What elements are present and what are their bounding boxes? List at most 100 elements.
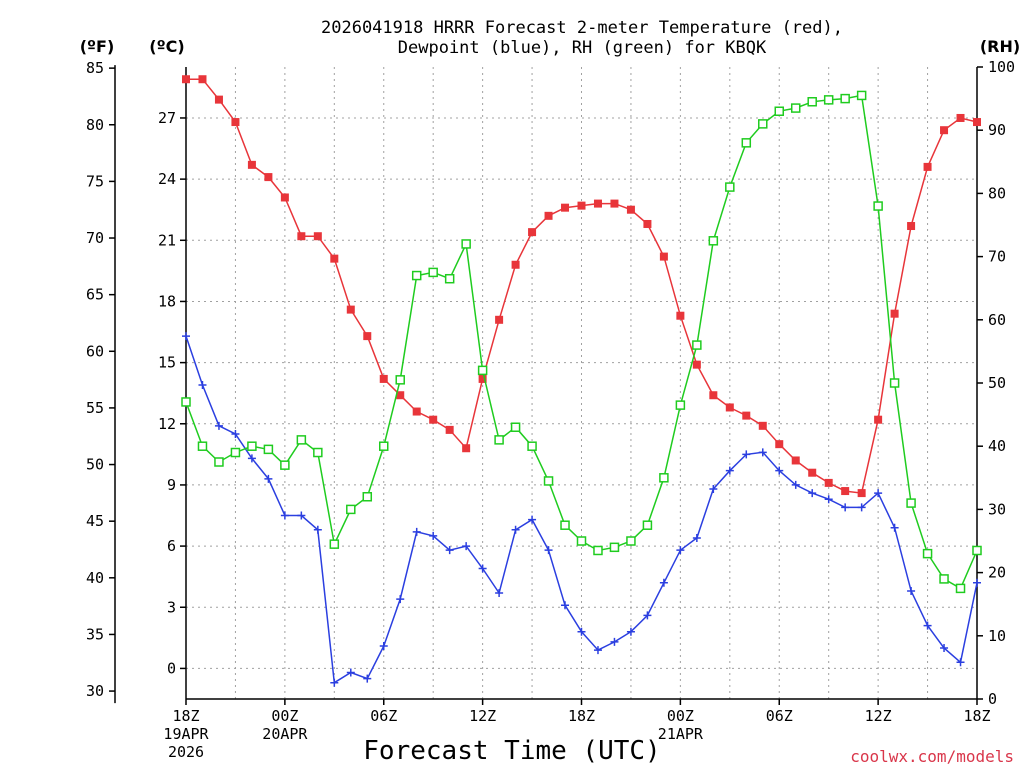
celsius-tick-label: 24 (158, 170, 176, 188)
temperature-point (231, 118, 240, 127)
temperature-point (561, 203, 570, 212)
rh-point (329, 539, 340, 549)
rh-tick-label: 80 (988, 184, 1006, 202)
temperature-line (186, 78, 978, 494)
celsius-tick-label: 3 (167, 598, 176, 616)
rh-point (411, 270, 422, 281)
dewpoint-point (495, 588, 504, 597)
rh-point (181, 397, 191, 407)
temperature-point (280, 193, 289, 202)
chart-title-line-2: Dewpoint (blue), RH (green) for KBQK (398, 38, 767, 58)
rh-point (642, 520, 653, 530)
dewpoint-point (280, 511, 289, 520)
fahrenheit-tick-label: 50 (86, 456, 104, 474)
rh-tick-label: 20 (988, 564, 1006, 582)
temperature-point (643, 219, 652, 228)
temperature-point (198, 75, 207, 84)
rh-point (197, 441, 208, 451)
rh-point (576, 536, 587, 546)
temperature-point (907, 222, 916, 231)
temperature-point (544, 211, 553, 220)
celsius-tick-label: 6 (167, 537, 176, 555)
temperature-point (297, 232, 306, 241)
dewpoint-point (297, 511, 306, 520)
dewpoint-point (874, 489, 883, 498)
temperature-point (956, 113, 965, 122)
x-tick-date-label: 19APR (163, 725, 209, 743)
temperature-point (346, 305, 355, 314)
temperature-point (824, 478, 833, 487)
rh-point (379, 441, 389, 451)
rh-point (280, 460, 290, 470)
rh-point (494, 435, 504, 445)
rh-point (527, 441, 537, 451)
rh-tick-label: 30 (988, 500, 1006, 518)
dewpoint-point (841, 503, 850, 512)
chart-title-line-1: 2026041918 HRRR Forecast 2-meter Tempera… (321, 18, 843, 38)
fahrenheit-tick-label: 35 (86, 625, 104, 643)
fahrenheit-tick-label: 65 (86, 286, 104, 304)
temperature-point (676, 311, 685, 320)
temperature-point (973, 118, 981, 127)
dewpoint-point (462, 542, 471, 551)
rh-point (939, 574, 949, 584)
rh-tick-label: 70 (988, 248, 1006, 266)
rh-point (346, 504, 356, 515)
x-axis-label: Forecast Time (UTC) (363, 736, 660, 766)
dewpoint-point (659, 578, 668, 587)
celsius-tick-label: 12 (158, 415, 176, 433)
rh-point (263, 444, 274, 455)
dewpoint-point (429, 531, 438, 540)
rh-point (972, 545, 982, 556)
fahrenheit-tick-label: 85 (86, 59, 104, 77)
rh-point (560, 520, 570, 530)
rh-point (444, 273, 455, 284)
temperature-point (758, 421, 767, 430)
rh-point (214, 457, 224, 467)
celsius-tick-label: 27 (158, 109, 176, 127)
x-tick-label: 06Z (370, 707, 397, 725)
rh-point (313, 447, 323, 458)
temperature-point (808, 468, 817, 477)
rh-point (626, 536, 636, 546)
rh-point (543, 476, 554, 486)
grid-layer (186, 67, 977, 699)
rh-point (741, 138, 752, 148)
rh-tick-label: 100 (988, 58, 1015, 76)
temperature-point (214, 95, 223, 104)
series-layer (181, 75, 982, 687)
dewpoint-point (626, 627, 635, 636)
celsius-tick-label: 18 (158, 292, 176, 310)
rh-point (675, 400, 686, 410)
rh-tick-label: 10 (988, 627, 1006, 645)
temperature-point (692, 360, 701, 369)
x-tick-label: 12Z (469, 707, 496, 725)
dewpoint-point (890, 523, 899, 532)
rh-point (247, 441, 257, 451)
celsius-tick-label: 0 (167, 659, 176, 677)
temperature-point (940, 126, 949, 135)
celsius-tick-label: 21 (158, 231, 176, 249)
temperature-point (445, 425, 454, 434)
dewpoint-point (973, 578, 981, 587)
rh-point (510, 422, 521, 432)
temperature-point (626, 205, 635, 214)
rh-point (790, 103, 801, 113)
dewpoint-point (676, 546, 685, 555)
rh-point (856, 90, 867, 101)
dewpoint-point (758, 448, 767, 457)
x-tick-year-label: 2026 (168, 743, 204, 761)
rh-point (725, 182, 735, 192)
dewpoint-point (593, 646, 602, 655)
rh-point (955, 583, 966, 594)
temperature-point (791, 456, 800, 465)
rh-tick-label: 0 (988, 690, 997, 708)
temperature-point (841, 487, 850, 496)
fahrenheit-tick-label: 60 (86, 342, 104, 360)
temperature-point (412, 407, 421, 416)
axes-layer: 30 35 40 45 50 55 60 65 70 75 80 85 0 3 6 9 12 15 18 21 24 27… (86, 58, 1015, 761)
rh-tick-label: 90 (988, 121, 1006, 139)
temperature-point (379, 374, 388, 383)
rh-tick-label: 50 (988, 374, 1006, 392)
